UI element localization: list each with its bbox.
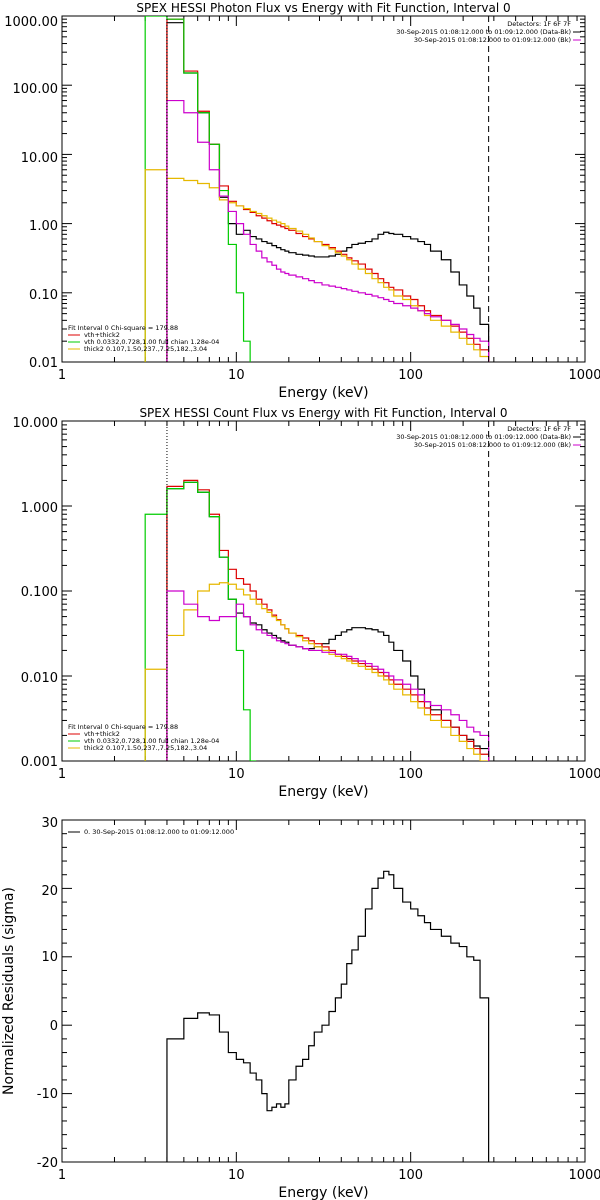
- plot-frame: [61, 819, 586, 1163]
- x-tick-label: 1000: [568, 1168, 600, 1183]
- x-axis-label: Energy (keV): [278, 385, 368, 401]
- y-tick-label: 30: [41, 816, 58, 831]
- header-line: 30-Sep-2015 01:08:12.000 to 01:09:12.000…: [414, 441, 571, 449]
- x-tick-label: 10: [228, 368, 245, 383]
- y-tick-label: 0.001: [21, 755, 58, 770]
- x-tick-label: 1: [58, 1168, 66, 1183]
- series-background: [166, 99, 490, 362]
- y-tick-label: 10.000: [13, 416, 59, 431]
- x-tick-label: 1000: [568, 767, 600, 782]
- series-vth-thick2: [166, 18, 490, 362]
- legend-entry: vth+thick2: [84, 730, 120, 738]
- plot-area: [144, 16, 490, 362]
- y-tick-label: 0.10: [29, 288, 58, 303]
- legend-entry: 0. 30-Sep-2015 01:08:12.000 to 01:09:12.…: [84, 828, 234, 836]
- y-tick-label: 10.00: [21, 151, 58, 166]
- header-line: Detectors: 1F 6F 7F: [507, 425, 571, 433]
- legend-entry: Fit Interval 0 Chi-square = 179.88: [68, 723, 178, 731]
- y-tick-label: 1.00: [29, 219, 58, 234]
- plot-frame: [61, 15, 586, 363]
- panel-title: SPEX HESSI Photon Flux vs Energy with Fi…: [136, 1, 510, 15]
- x-tick-label: 10: [228, 1168, 245, 1183]
- series-data: [166, 481, 490, 761]
- panel-title: SPEX HESSI Count Flux vs Energy with Fit…: [139, 406, 507, 420]
- x-tick-label: 1: [58, 767, 66, 782]
- x-tick-label: 100: [398, 368, 423, 383]
- y-tick-label: 0.010: [21, 671, 58, 686]
- x-tick-label: 100: [398, 1168, 423, 1183]
- series-thick2: [144, 582, 489, 761]
- x-tick-label: 1: [58, 368, 66, 383]
- y-tick-label: -20: [37, 1156, 58, 1171]
- legend-entry: thick2 0.107,1.50,237.,7.25,182.,3.04: [84, 345, 207, 353]
- x-tick-label: 100: [398, 767, 423, 782]
- y-tick-label: 0: [50, 1019, 58, 1034]
- legend-entry: thick2 0.107,1.50,237.,7.25,182.,3.04: [84, 744, 207, 752]
- series-thick2: [144, 169, 490, 362]
- x-tick-label: 10: [228, 767, 245, 782]
- legend-entry: Fit Interval 0 Chi-square = 179.88: [68, 324, 178, 332]
- header-line: 30-Sep-2015 01:08:12.000 to 01:09:12.000…: [396, 28, 571, 36]
- header-line: 30-Sep-2015 01:08:12.000 to 01:09:12.000…: [414, 36, 571, 44]
- legend-entry: vth+thick2: [84, 331, 120, 339]
- y-axis-label: Normalized Residuals (sigma): [1, 887, 17, 1095]
- series-data: [166, 22, 490, 362]
- header-line: 30-Sep-2015 01:08:12.000 to 01:09:12.000…: [396, 433, 571, 441]
- panel-2: 1 10 100 1000 Energy (keV) 10.000 1.000 0.100 0.…: [13, 406, 600, 800]
- series-vth: [144, 16, 263, 362]
- y-tick-label: 1.000: [21, 501, 58, 516]
- plot-area: [166, 870, 490, 1162]
- y-tick-label: -10: [37, 1087, 58, 1102]
- series-vth: [144, 481, 257, 761]
- panel-1: 1 10 100 1000 Energy (keV) 1000.00 100.00 10.00…: [4, 1, 600, 401]
- legend-entry: vth 0.0332,0.728,1.00 full chian 1.28e-0…: [84, 338, 219, 346]
- header-line: Detectors: 1F 6F 7F: [507, 20, 571, 28]
- plot-frame: [61, 420, 586, 762]
- y-tick-label: 10: [41, 950, 58, 965]
- y-tick-label: 100.00: [13, 82, 59, 97]
- series-background: [166, 590, 490, 761]
- series-0-30-sep-2015-01-08-12-000-to-01-09-12-000: [166, 870, 490, 1162]
- y-tick-label: 0.100: [21, 585, 58, 600]
- plot-area: [144, 421, 490, 761]
- y-tick-label: 0.01: [29, 356, 58, 371]
- y-tick-label: 20: [41, 884, 58, 899]
- x-axis-label: Energy (keV): [278, 784, 368, 800]
- x-axis-label: Energy (keV): [278, 1185, 368, 1200]
- legend-entry: vth 0.0332,0.728,1.00 full chian 1.28e-0…: [84, 737, 219, 745]
- x-tick-label: 1000: [568, 368, 600, 383]
- y-tick-label: 1000.00: [4, 15, 58, 30]
- series-vth-thick2: [166, 479, 490, 761]
